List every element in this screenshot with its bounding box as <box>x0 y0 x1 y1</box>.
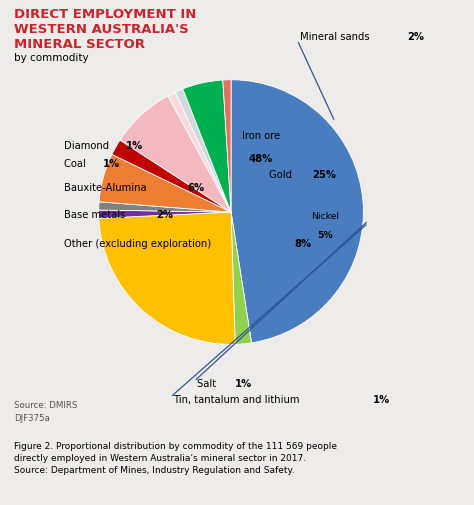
Text: Other (excluding exploration): Other (excluding exploration) <box>64 239 215 249</box>
Text: WESTERN AUSTRALIA'S: WESTERN AUSTRALIA'S <box>14 23 189 36</box>
Text: Tin, tantalum and lithium: Tin, tantalum and lithium <box>173 395 302 405</box>
Text: Base metals: Base metals <box>64 210 129 220</box>
Text: 5%: 5% <box>318 231 333 240</box>
Text: by commodity: by commodity <box>14 53 89 63</box>
Text: 1%: 1% <box>235 379 252 389</box>
Wedge shape <box>99 202 231 212</box>
Text: 25%: 25% <box>312 170 336 180</box>
Text: 2%: 2% <box>156 210 173 220</box>
Wedge shape <box>168 92 231 212</box>
Text: 2%: 2% <box>407 32 424 42</box>
Wedge shape <box>112 140 231 212</box>
Text: Gold: Gold <box>269 170 295 180</box>
Text: Coal: Coal <box>64 160 89 170</box>
Text: Nickel: Nickel <box>311 212 339 221</box>
Text: DIRECT EMPLOYMENT IN: DIRECT EMPLOYMENT IN <box>14 8 197 21</box>
Wedge shape <box>120 96 231 212</box>
Text: Diamond: Diamond <box>64 141 112 151</box>
Text: 8%: 8% <box>294 239 312 249</box>
Text: MINERAL SECTOR: MINERAL SECTOR <box>14 38 145 51</box>
Wedge shape <box>183 80 231 212</box>
Text: Mineral sands: Mineral sands <box>300 32 373 42</box>
Wedge shape <box>175 89 231 212</box>
Text: 1%: 1% <box>373 395 390 405</box>
Wedge shape <box>99 212 235 344</box>
Wedge shape <box>223 80 231 212</box>
Wedge shape <box>231 212 252 344</box>
Text: Figure 2. Proportional distribution by commodity of the 111 569 people
directly : Figure 2. Proportional distribution by c… <box>14 442 337 475</box>
Text: 1%: 1% <box>103 160 120 170</box>
Text: 6%: 6% <box>187 183 204 193</box>
Text: 48%: 48% <box>248 154 273 164</box>
Wedge shape <box>231 80 364 343</box>
Text: Source: DMIRS
DJF375a: Source: DMIRS DJF375a <box>14 401 78 423</box>
Text: Bauxite-Alumina: Bauxite-Alumina <box>64 183 150 193</box>
Text: Salt: Salt <box>197 379 219 389</box>
Text: 1%: 1% <box>126 141 143 151</box>
Wedge shape <box>99 210 231 218</box>
Wedge shape <box>99 155 231 212</box>
Text: Iron ore: Iron ore <box>242 131 280 141</box>
